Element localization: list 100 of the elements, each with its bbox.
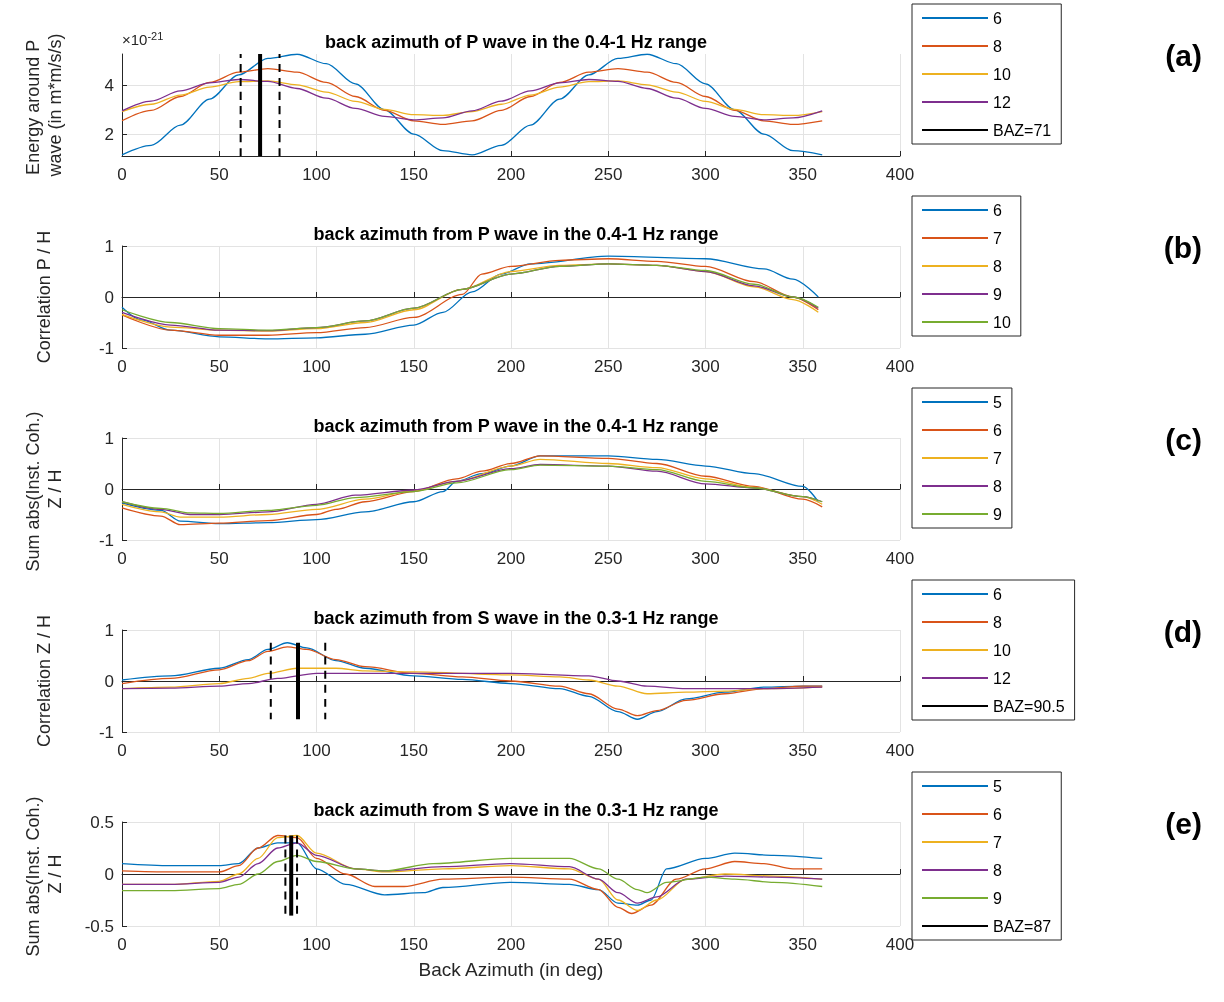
y-tick-label: 0.5 [90, 812, 114, 832]
y-tick-label: 4 [104, 76, 114, 96]
x-tick-label: 100 [302, 741, 331, 760]
text: (b) [1163, 230, 1203, 264]
x-tick-label: 150 [399, 935, 428, 954]
x-tick-label: 50 [209, 357, 229, 376]
x-tick-label: 100 [302, 935, 331, 954]
y-tick-label: 0 [104, 671, 114, 691]
x-tick-label: 50 [209, 741, 229, 760]
x-tick-label: 200 [496, 549, 526, 568]
x-tick-label: 100 [302, 549, 331, 568]
x-tick-label: 200 [496, 935, 526, 954]
legend-label: 8 [993, 613, 1002, 631]
y-tick-label: 2 [104, 124, 114, 144]
x-tick-label: 400 [885, 357, 915, 376]
legend-label: 9 [993, 889, 1002, 907]
x-tick-label: 250 [594, 165, 623, 184]
chart-title: back azimuth from S wave in the 0.3-1 Hz range [313, 800, 719, 820]
x-tick-label: 300 [691, 549, 720, 568]
legend-label: 6 [993, 805, 1002, 823]
legend-label: 12 [993, 669, 1011, 687]
legend-label: 5 [993, 777, 1002, 795]
x-tick-label: 50 [209, 935, 229, 954]
x-axis-title: Back Azimuth (in deg) [418, 959, 604, 980]
legend-label: 8 [993, 37, 1002, 55]
y-tick-label: 1 [104, 620, 114, 640]
legend-label: 8 [993, 477, 1002, 495]
x-tick-label: 350 [788, 549, 817, 568]
legend-label: 8 [993, 861, 1002, 879]
legend-label: 6 [993, 9, 1002, 27]
x-tick-label: 300 [691, 357, 720, 376]
x-tick-label: 250 [594, 549, 623, 568]
x-tick-label: 100 [302, 357, 331, 376]
legend-label: 7 [993, 449, 1002, 467]
y-axis-title: Energy around P wave (in m*m/s/s) [23, 33, 65, 178]
x-tick-label: 50 [209, 165, 229, 184]
x-tick-label: 400 [885, 165, 915, 184]
chart-title: back azimuth of P wave in the 0.4-1 Hz range [325, 32, 707, 52]
y-tick-label: 0 [104, 287, 114, 307]
y-axis-title: Sum abs(Inst. Coh.) Z / H [23, 406, 65, 572]
legend-label: 10 [993, 65, 1011, 83]
x-tick-label: 400 [885, 549, 915, 568]
y-tick-label: -1 [98, 722, 114, 742]
x-tick-label: 350 [788, 165, 817, 184]
x-tick-label: 200 [496, 741, 526, 760]
legend-label: 9 [993, 505, 1002, 523]
text: (e) [1165, 806, 1203, 840]
y-tick-label: 1 [104, 236, 114, 256]
text: (a) [1165, 38, 1203, 72]
legend-label: 12 [993, 93, 1011, 111]
text: (c) [1165, 422, 1203, 456]
x-tick-label: 400 [885, 935, 915, 954]
chart-title: back azimuth from P wave in the 0.4-1 Hz range [313, 416, 719, 436]
x-tick-label: 0 [117, 741, 127, 760]
y-axis-title: Correlation P / H [34, 230, 54, 364]
chart-title: back azimuth from P wave in the 0.4-1 Hz range [313, 224, 719, 244]
text: (d) [1163, 614, 1203, 648]
x-tick-label: 350 [788, 935, 817, 954]
y-tick-label: -0.5 [84, 916, 114, 936]
x-tick-label: 150 [399, 741, 428, 760]
y-axis-title: Sum abs(Inst. Coh.) Z / H [23, 791, 65, 957]
x-tick-label: 300 [691, 741, 720, 760]
x-tick-label: 0 [117, 165, 127, 184]
x-tick-label: 300 [691, 165, 720, 184]
x-tick-label: 100 [302, 165, 331, 184]
x-tick-label: 250 [594, 935, 623, 954]
legend-label: 6 [993, 201, 1002, 219]
legend-label: 10 [993, 313, 1011, 331]
legend-label: 7 [993, 229, 1002, 247]
x-tick-label: 0 [117, 549, 127, 568]
x-tick-label: 0 [117, 935, 127, 954]
x-tick-label: 0 [117, 357, 127, 376]
legend-label: BAZ=87 [993, 917, 1052, 935]
x-tick-label: 150 [399, 357, 428, 376]
legend-label: 9 [993, 285, 1002, 303]
x-tick-label: 250 [594, 357, 623, 376]
x-tick-label: 150 [399, 165, 428, 184]
y-tick-label: 0 [104, 864, 114, 884]
legend-label: 7 [993, 833, 1002, 851]
legend-label: 8 [993, 257, 1002, 275]
y-tick-label: -1 [98, 530, 114, 550]
y-axis-title: Correlation Z / H [34, 614, 54, 748]
y-tick-label: 1 [104, 428, 114, 448]
legend-label: 6 [993, 421, 1002, 439]
x-tick-label: 400 [885, 741, 915, 760]
x-tick-label: 150 [399, 549, 428, 568]
x-tick-label: 200 [496, 357, 526, 376]
legend-label: 5 [993, 393, 1002, 411]
x-tick-label: 250 [594, 741, 623, 760]
x-tick-label: 350 [788, 357, 817, 376]
x-tick-label: 50 [209, 549, 229, 568]
legend-label: BAZ=90.5 [993, 697, 1065, 715]
chart-title: back azimuth from S wave in the 0.3-1 Hz range [313, 608, 719, 628]
legend-label: 6 [993, 585, 1002, 603]
legend-label: 10 [993, 641, 1011, 659]
y-tick-label: -1 [98, 338, 114, 358]
x-tick-label: 300 [691, 935, 720, 954]
x-tick-label: 350 [788, 741, 817, 760]
legend-label: BAZ=71 [993, 121, 1052, 139]
y-tick-label: 0 [104, 479, 114, 499]
